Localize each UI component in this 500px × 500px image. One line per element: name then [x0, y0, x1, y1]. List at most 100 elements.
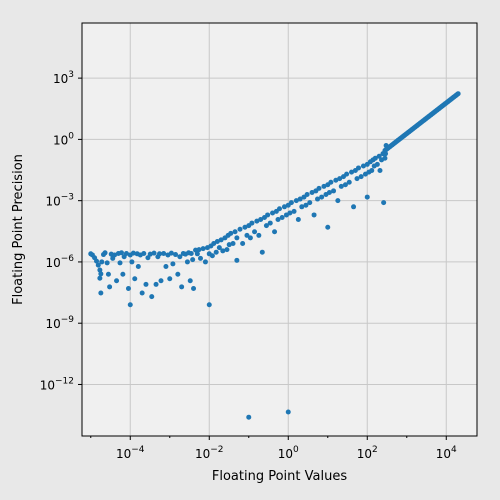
data-point [246, 414, 252, 420]
data-point [209, 253, 215, 259]
data-point [338, 183, 344, 189]
data-point [346, 179, 352, 185]
data-point [163, 263, 169, 269]
data-point [234, 257, 240, 263]
data-point [293, 198, 299, 204]
data-point [277, 206, 282, 212]
data-point [303, 202, 309, 208]
data-point [200, 246, 206, 252]
data-point [175, 271, 181, 277]
data-point [381, 200, 387, 206]
data-point [285, 409, 291, 415]
data-point [321, 183, 327, 189]
data-point [151, 250, 157, 256]
data-point [220, 248, 226, 254]
data-point [224, 247, 230, 253]
data-point [94, 258, 100, 264]
data-point [191, 286, 197, 291]
data-point [129, 259, 135, 265]
data-point [218, 237, 224, 243]
data-point [247, 235, 253, 241]
data-point [226, 242, 232, 248]
data-point [335, 198, 341, 204]
data-point [202, 259, 208, 265]
data-point [97, 267, 103, 273]
data-point [351, 204, 357, 210]
data-point [141, 250, 147, 256]
x-tick-label: 104 [436, 445, 457, 461]
data-point [288, 200, 294, 206]
data-point [369, 168, 375, 173]
data-point [234, 235, 240, 241]
data-point [177, 254, 183, 260]
data-point [279, 214, 285, 220]
data-point [337, 176, 343, 182]
data-point [105, 271, 111, 277]
data-point [299, 204, 305, 210]
data-point [98, 271, 104, 277]
data-point [149, 294, 155, 300]
data-point [188, 250, 194, 256]
data-point [213, 249, 219, 255]
data-point [295, 216, 301, 222]
data-point [304, 192, 310, 198]
data-point [263, 223, 269, 229]
data-point [99, 259, 105, 265]
data-point [291, 208, 297, 214]
data-point [237, 226, 243, 232]
data-point [374, 161, 380, 167]
data-point [119, 250, 124, 256]
data-point [252, 229, 258, 235]
data-point [275, 216, 281, 222]
data-point [325, 224, 331, 230]
data-point [132, 276, 138, 282]
y-tick-label: 10−9 [45, 315, 74, 331]
data-point [112, 252, 118, 258]
x-tick-label: 10−2 [195, 445, 224, 461]
data-point [272, 229, 278, 235]
data-point [139, 290, 145, 296]
data-point [326, 190, 332, 196]
data-point [242, 224, 248, 230]
data-point [270, 210, 276, 216]
data-point [311, 212, 317, 218]
data-point [153, 281, 159, 287]
data-point [194, 251, 200, 257]
data-point [319, 194, 325, 200]
data-point [307, 200, 313, 206]
data-point [214, 239, 220, 245]
data-point [158, 278, 164, 284]
data-point [342, 182, 348, 188]
data-point [254, 218, 260, 224]
data-point [377, 168, 383, 173]
data-point [349, 169, 355, 175]
data-point [309, 190, 315, 196]
data-point [364, 194, 370, 200]
x-tick-label: 10−4 [116, 445, 145, 461]
data-point [455, 91, 461, 97]
data-point [173, 252, 179, 258]
data-point [184, 259, 190, 265]
data-point [102, 250, 108, 256]
data-point [167, 276, 173, 282]
data-point [354, 176, 360, 182]
data-point [179, 284, 185, 290]
data-point [123, 250, 129, 256]
data-point [98, 290, 104, 296]
data-point [170, 261, 176, 267]
data-point [190, 257, 196, 263]
data-point [187, 278, 193, 284]
data-point [258, 216, 264, 222]
y-tick-label: 10−12 [40, 376, 74, 392]
axis-ticks: 10−4 10−2 100 102 104 10−12 10−9 10−6 10−3 100 103 [40, 70, 457, 461]
data-point [130, 250, 136, 256]
data-point [328, 179, 334, 185]
data-point [117, 260, 123, 266]
data-point [376, 153, 382, 159]
y-axis-label: Floating Point Precision [11, 154, 26, 305]
data-point [344, 171, 350, 177]
data-point [230, 240, 236, 246]
data-point [358, 174, 364, 180]
data-point [206, 302, 212, 308]
